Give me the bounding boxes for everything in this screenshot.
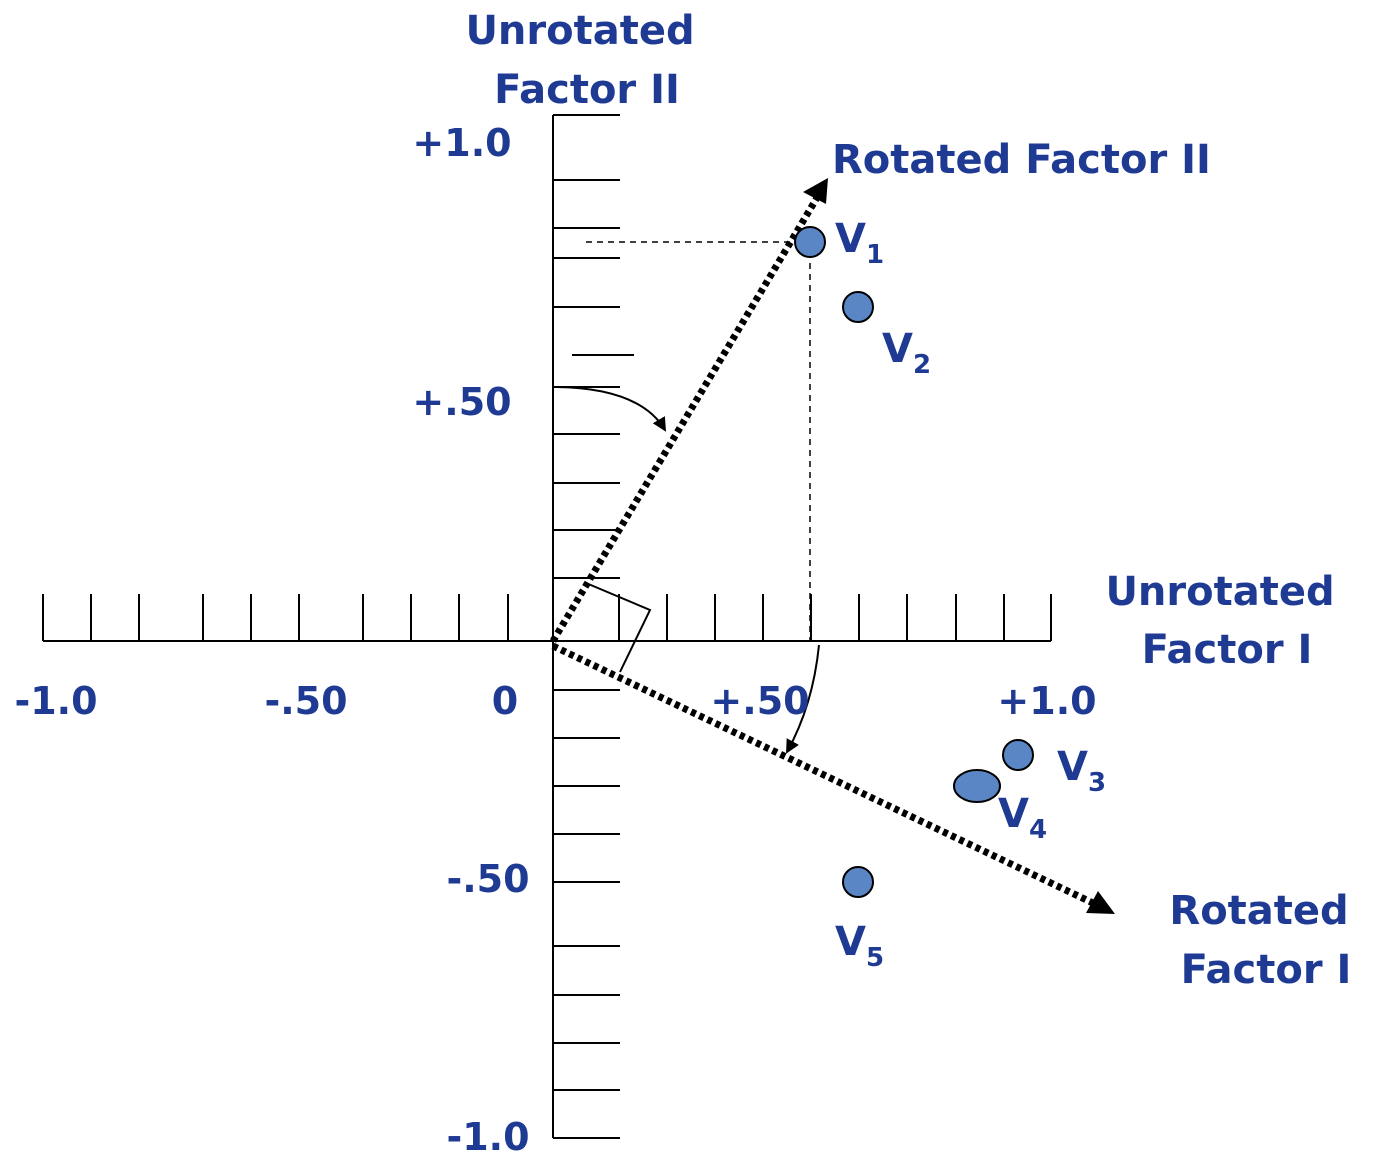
y-tick-label: +1.0	[412, 121, 511, 165]
unrotated-factor-2-title: Unrotated Factor II	[465, 8, 708, 113]
rotation-arc-top	[555, 386, 667, 432]
x-tick-label: +1.0	[997, 679, 1096, 723]
y-tick-label: -1.0	[446, 1115, 529, 1155]
y-axis-ticks	[553, 114, 634, 1139]
rotated-factor-1-arrowhead	[1086, 891, 1115, 914]
x-tick-label: -1.0	[14, 679, 97, 723]
rotation-arc-right	[786, 644, 820, 754]
v3-point	[1002, 739, 1034, 771]
y-tick-label: -.50	[446, 857, 529, 901]
y-tick-label: +.50	[412, 380, 511, 424]
right-angle-marker	[585, 582, 652, 673]
rotated-factor-2-title: Rotated Factor II	[832, 137, 1211, 183]
v4-point	[953, 769, 1001, 803]
rotated-factor-1-title: Rotated Factor I	[1169, 888, 1362, 993]
v5-point	[842, 866, 874, 898]
v1-label: V1	[835, 216, 884, 270]
rotated-factor-2-arrowhead	[803, 178, 828, 204]
v3-label: V3	[1057, 744, 1106, 798]
unrotated-factor-1-title: Unrotated Factor I	[1105, 569, 1348, 673]
v4-label: V4	[998, 791, 1047, 845]
rotated-factor-1-axis	[551, 642, 1097, 908]
v1-point	[794, 226, 826, 258]
x-tick-label: +.50	[710, 679, 809, 723]
x-tick-label: 0	[492, 679, 518, 723]
v2-point	[842, 291, 874, 323]
v5-label: V5	[835, 919, 884, 973]
rotated-factor-2-axis	[549, 194, 822, 643]
v2-label: V2	[882, 326, 931, 380]
x-tick-label: -.50	[264, 679, 347, 723]
x-axis-ticks	[42, 594, 1052, 641]
